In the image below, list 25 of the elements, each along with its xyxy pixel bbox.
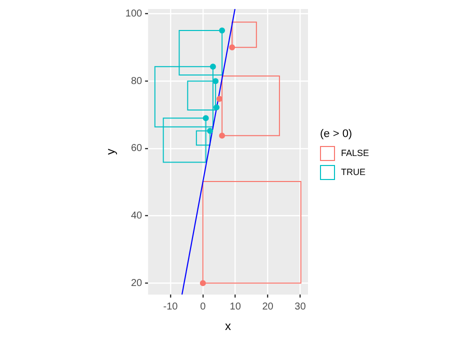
text: TRUE <box>341 167 366 177</box>
x-axis-title: x <box>225 319 232 334</box>
point <box>219 28 226 34</box>
point <box>216 96 222 102</box>
y-tick-label: 20 <box>130 278 143 289</box>
y-tick-label: 100 <box>125 8 143 20</box>
x-tick-label: 0 <box>200 301 206 312</box>
y-tick-label: 60 <box>130 143 143 154</box>
x-tick-label: 20 <box>262 301 274 312</box>
y-tick-label: 80 <box>130 76 143 87</box>
point <box>214 104 220 110</box>
point <box>212 78 219 84</box>
point <box>207 128 214 134</box>
point <box>202 115 209 122</box>
point <box>219 132 226 139</box>
point <box>229 44 236 50</box>
x-tick-label: 10 <box>230 301 242 312</box>
text: FALSE <box>341 148 370 158</box>
y-axis-title: y <box>104 148 118 155</box>
x-tick-label: -10 <box>163 301 178 312</box>
legend-title: (e > 0) <box>320 128 354 140</box>
point <box>210 64 216 70</box>
y-tick-label: 40 <box>130 210 143 222</box>
point <box>200 280 206 286</box>
x-tick-label: 30 <box>294 301 306 312</box>
